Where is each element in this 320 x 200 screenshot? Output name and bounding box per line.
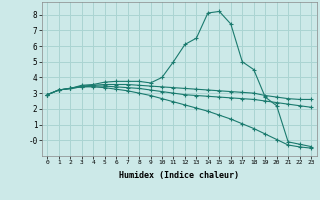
X-axis label: Humidex (Indice chaleur): Humidex (Indice chaleur) — [119, 171, 239, 180]
